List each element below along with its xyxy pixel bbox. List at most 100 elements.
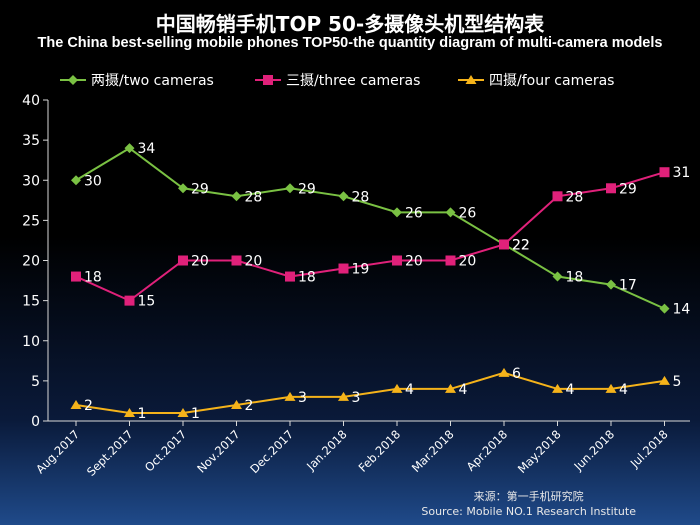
y-tick-label: 20 xyxy=(22,254,40,270)
legend-swatch-marker xyxy=(465,75,477,84)
data-point xyxy=(552,271,563,282)
data-label: 28 xyxy=(352,189,370,205)
data-label: 2 xyxy=(84,398,93,414)
y-tick-label: 15 xyxy=(22,294,40,310)
data-point xyxy=(124,143,135,154)
data-point xyxy=(338,263,349,274)
data-point xyxy=(285,271,295,282)
data-point xyxy=(659,303,670,314)
data-label: 4 xyxy=(405,382,414,398)
x-tick-label: Dec.2017 xyxy=(247,427,296,476)
data-label: 29 xyxy=(298,181,316,197)
y-tick-label: 0 xyxy=(31,414,40,430)
data-point xyxy=(231,399,242,409)
x-tick-label: Jun.2018 xyxy=(571,427,618,474)
data-label: 19 xyxy=(352,262,370,278)
data-label: 26 xyxy=(405,205,423,221)
data-point xyxy=(552,191,563,202)
data-label: 18 xyxy=(298,270,316,286)
data-point xyxy=(231,191,242,202)
legend-label: 三摄/three cameras xyxy=(286,73,420,89)
data-label: 30 xyxy=(84,173,102,189)
data-label: 18 xyxy=(566,270,584,286)
y-tick-label: 10 xyxy=(22,334,40,350)
legend-label: 两摄/two cameras xyxy=(91,73,214,89)
x-tick-label: Jul.2018 xyxy=(627,427,671,471)
data-label: 29 xyxy=(191,181,209,197)
chart-subtitle: The China best-selling mobile phones TOP… xyxy=(37,35,663,51)
legend-label: 四摄/four cameras xyxy=(489,73,614,89)
chart-title: 中国畅销手机TOP 50-多摄像头机型结构表 xyxy=(155,12,545,36)
data-point xyxy=(338,191,349,202)
data-label: 17 xyxy=(619,278,637,294)
data-label: 28 xyxy=(566,189,584,205)
data-label: 28 xyxy=(245,189,263,205)
data-point xyxy=(178,255,188,266)
data-point xyxy=(392,207,402,218)
x-tick-label: Jan.2018 xyxy=(303,427,349,473)
data-point xyxy=(498,367,510,377)
data-label: 5 xyxy=(673,374,682,390)
y-tick-label: 25 xyxy=(22,213,40,229)
data-label: 31 xyxy=(673,165,691,181)
data-label: 4 xyxy=(459,382,468,398)
x-tick-label: Mar.2018 xyxy=(409,427,457,475)
source-note: 来源：第一手机研究院 Source: Mobile NO.1 Research … xyxy=(421,489,636,519)
data-label: 3 xyxy=(352,390,361,406)
data-label: 6 xyxy=(512,366,521,382)
data-label: 20 xyxy=(245,254,263,270)
data-label: 1 xyxy=(191,406,200,422)
data-label: 20 xyxy=(191,254,209,270)
y-tick-label: 30 xyxy=(22,173,40,189)
x-tick-label: Nov.2017 xyxy=(194,427,242,475)
data-point xyxy=(124,407,135,417)
data-point xyxy=(445,207,456,218)
data-point xyxy=(284,391,296,401)
y-tick-label: 35 xyxy=(22,133,40,149)
data-point xyxy=(338,391,349,401)
data-point xyxy=(659,375,670,385)
data-label: 26 xyxy=(459,205,477,221)
data-label: 22 xyxy=(512,237,530,253)
x-tick-label: Feb.2018 xyxy=(356,427,404,475)
data-label: 20 xyxy=(405,254,423,270)
series-line-1 xyxy=(75,146,665,310)
data-point xyxy=(71,175,81,186)
x-tick-label: May.2018 xyxy=(515,427,564,476)
data-label: 1 xyxy=(138,406,147,422)
data-point xyxy=(552,383,563,393)
data-label: 34 xyxy=(138,141,156,157)
data-point xyxy=(606,279,616,290)
x-tick-label: Aug.2017 xyxy=(33,427,82,476)
data-label: 14 xyxy=(673,302,691,318)
data-point xyxy=(71,271,81,282)
data-label: 4 xyxy=(566,382,575,398)
data-point xyxy=(178,183,188,194)
data-point xyxy=(70,399,82,409)
data-label: 18 xyxy=(84,270,102,286)
data-label: 4 xyxy=(619,382,628,398)
data-point xyxy=(124,295,135,306)
data-point xyxy=(285,183,295,194)
data-label: 15 xyxy=(138,294,156,310)
data-point xyxy=(391,383,403,393)
y-tick-label: 40 xyxy=(22,93,40,109)
source-line-en: Source: Mobile NO.1 Research Institute xyxy=(421,505,636,518)
data-point xyxy=(177,407,189,417)
data-point xyxy=(499,239,509,250)
data-label: 20 xyxy=(459,254,477,270)
x-tick-label: Apr.2018 xyxy=(464,427,511,474)
data-label: 2 xyxy=(245,398,254,414)
source-line-cn: 来源：第一手机研究院 xyxy=(473,490,584,503)
data-point xyxy=(606,183,616,194)
data-point xyxy=(605,383,617,393)
x-tick-label: Oct.2017 xyxy=(142,427,189,474)
legend-swatch-marker xyxy=(68,75,78,85)
series-line-2 xyxy=(75,171,665,302)
data-point xyxy=(392,255,402,266)
data-point xyxy=(445,255,456,266)
data-point xyxy=(231,255,242,266)
data-point xyxy=(659,167,670,178)
data-label: 29 xyxy=(619,181,637,197)
